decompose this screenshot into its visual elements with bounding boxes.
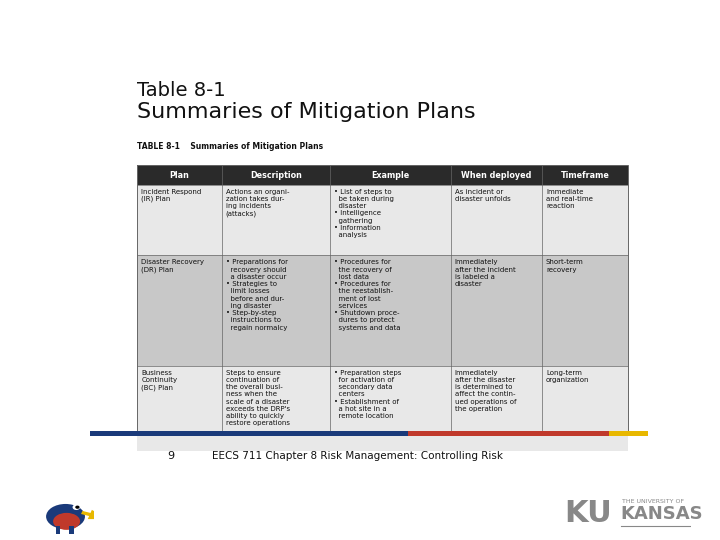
Text: Immediately
after the disaster
is determined to
affect the contin-
ued operation: Immediately after the disaster is determ… xyxy=(454,370,516,412)
Bar xyxy=(56,526,60,534)
Text: Immediately
after the incident
is labeled a
disaster: Immediately after the incident is labele… xyxy=(454,259,516,287)
Text: Actions an organi-
zation takes dur-
ing incidents
(attacks): Actions an organi- zation takes dur- ing… xyxy=(226,189,289,217)
Text: KU: KU xyxy=(564,499,613,528)
Bar xyxy=(138,165,629,431)
Text: Plan: Plan xyxy=(170,171,189,179)
Text: Table 8-1: Table 8-1 xyxy=(138,82,226,100)
Text: When deployed: When deployed xyxy=(462,171,531,179)
Bar xyxy=(69,526,73,534)
Text: Summaries of Mitigation Plans: Summaries of Mitigation Plans xyxy=(138,102,476,122)
Text: KANSAS: KANSAS xyxy=(621,505,703,523)
Text: • Procedures for
  the recovery of
  lost data
• Procedures for
  the reestablis: • Procedures for the recovery of lost da… xyxy=(334,259,400,330)
Text: Description: Description xyxy=(250,171,302,179)
Circle shape xyxy=(76,505,79,509)
Bar xyxy=(138,185,629,255)
Ellipse shape xyxy=(53,513,80,530)
Bar xyxy=(90,431,408,436)
Text: • Preparation steps
  for activation of
  secondary data
  centers
• Establishme: • Preparation steps for activation of se… xyxy=(334,370,401,419)
Circle shape xyxy=(73,504,80,510)
Bar xyxy=(138,255,629,366)
Text: Immediate
and real-time
reaction: Immediate and real-time reaction xyxy=(546,189,593,209)
Text: THE UNIVERSITY OF: THE UNIVERSITY OF xyxy=(622,500,684,504)
Text: EECS 711 Chapter 8 Risk Management: Controlling Risk: EECS 711 Chapter 8 Risk Management: Cont… xyxy=(212,451,503,461)
Ellipse shape xyxy=(46,504,85,529)
Text: Disaster Recovery
(DR) Plan: Disaster Recovery (DR) Plan xyxy=(141,259,204,273)
Text: Business
Continuity
(BC) Plan: Business Continuity (BC) Plan xyxy=(141,370,177,391)
Text: Steps to ensure
continuation of
the overall busi-
ness when the
scale of a disas: Steps to ensure continuation of the over… xyxy=(226,370,290,427)
Text: Long-term
organization: Long-term organization xyxy=(546,370,590,383)
Text: Incident Respond
(IR) Plan: Incident Respond (IR) Plan xyxy=(141,189,202,202)
Bar xyxy=(138,366,629,451)
Text: • Preparations for
  recovery should
  a disaster occur
• Strategies to
  limit : • Preparations for recovery should a dis… xyxy=(226,259,288,330)
Text: As incident or
disaster unfolds: As incident or disaster unfolds xyxy=(454,189,510,202)
Text: Short-term
recovery: Short-term recovery xyxy=(546,259,584,273)
Text: Timeframe: Timeframe xyxy=(561,171,610,179)
Text: Example: Example xyxy=(372,171,410,179)
FancyArrow shape xyxy=(81,510,108,519)
Bar xyxy=(408,431,609,436)
Bar xyxy=(138,165,629,185)
Text: TABLE 8-1    Summaries of Mitigation Plans: TABLE 8-1 Summaries of Mitigation Plans xyxy=(138,142,323,151)
Text: 9: 9 xyxy=(167,451,174,461)
Text: • List of steps to
  be taken during
  disaster
• Intelligence
  gathering
• Inf: • List of steps to be taken during disas… xyxy=(334,189,394,238)
Bar xyxy=(609,431,648,436)
